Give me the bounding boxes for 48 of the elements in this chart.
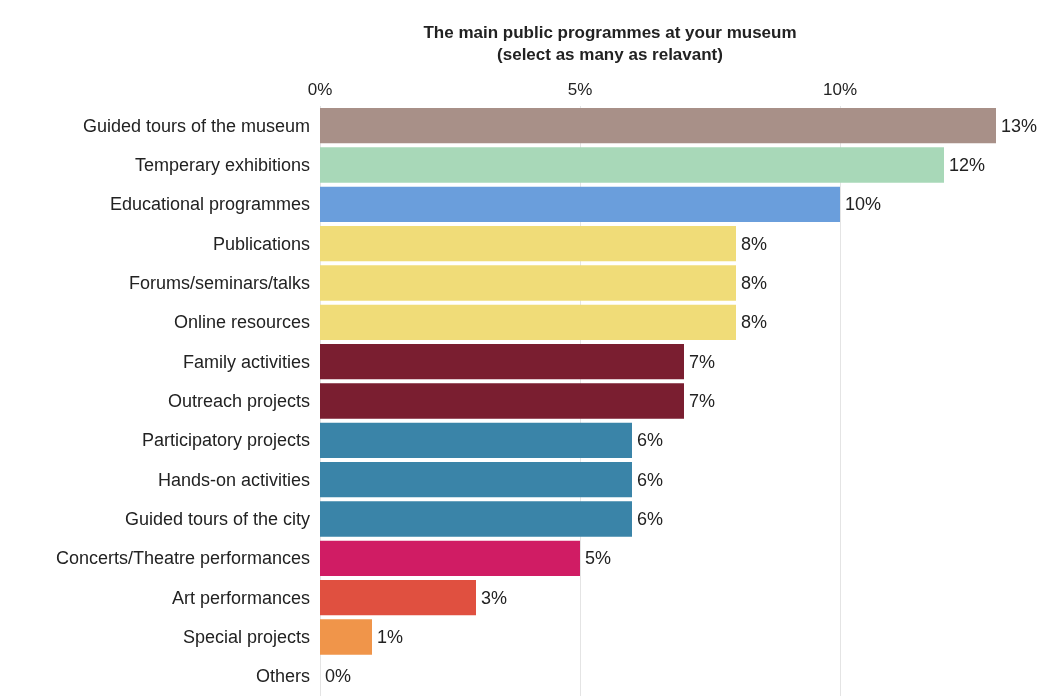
y-tick-label: Concerts/Theatre performances xyxy=(55,548,310,569)
bar xyxy=(320,225,736,262)
bar xyxy=(320,343,684,380)
y-tick-label: Hands-on activities xyxy=(157,469,310,490)
data-label: 8% xyxy=(741,273,768,293)
y-tick-label: Guided tours of the city xyxy=(124,509,310,529)
bar xyxy=(320,501,632,537)
bar xyxy=(320,147,944,183)
data-label: 8% xyxy=(741,233,768,254)
data-label: 3% xyxy=(481,587,508,608)
data-label: 7% xyxy=(689,391,716,411)
data-label: 6% xyxy=(637,430,664,451)
x-tick-label: 10% xyxy=(822,80,858,99)
y-tick-label: Others xyxy=(255,666,310,687)
y-tick-label: Educational programmes xyxy=(109,194,310,215)
bar xyxy=(320,265,736,301)
data-label: 6% xyxy=(637,509,664,529)
data-label: 10% xyxy=(845,194,882,215)
bar xyxy=(320,186,840,223)
y-tick-label: Family activities xyxy=(182,351,310,372)
bar xyxy=(320,619,372,655)
y-tick-label: Art performances xyxy=(171,587,310,608)
chart-title: The main public programmes at your museum (select as many as relavant) xyxy=(423,22,797,64)
bar xyxy=(320,461,632,498)
data-label: 1% xyxy=(377,627,404,647)
x-tick-label: 5% xyxy=(567,80,593,99)
data-label: 8% xyxy=(741,312,768,333)
bar xyxy=(320,107,996,144)
y-tick-label: Forums/seminars/talks xyxy=(128,273,310,293)
x-tick-label: 0% xyxy=(307,80,333,99)
data-label: 12% xyxy=(949,155,986,175)
y-tick-label: Special projects xyxy=(182,627,310,647)
data-label: 7% xyxy=(689,351,716,372)
bar xyxy=(320,540,580,577)
bar xyxy=(320,304,736,341)
data-label: 6% xyxy=(637,469,664,490)
bar xyxy=(320,383,684,419)
data-label: 5% xyxy=(585,548,612,569)
y-tick-label: Participatory projects xyxy=(141,430,310,451)
data-label: 0% xyxy=(325,666,352,687)
y-tick-label: Publications xyxy=(212,233,310,254)
y-tick-label: Outreach projects xyxy=(167,391,310,411)
bar xyxy=(320,422,632,459)
y-tick-label: Guided tours of the museum xyxy=(82,115,310,136)
y-tick-label: Temperary exhibitions xyxy=(134,155,310,175)
y-tick-label: Online resources xyxy=(173,312,310,333)
bar xyxy=(320,579,476,616)
data-label: 13% xyxy=(1001,115,1038,136)
